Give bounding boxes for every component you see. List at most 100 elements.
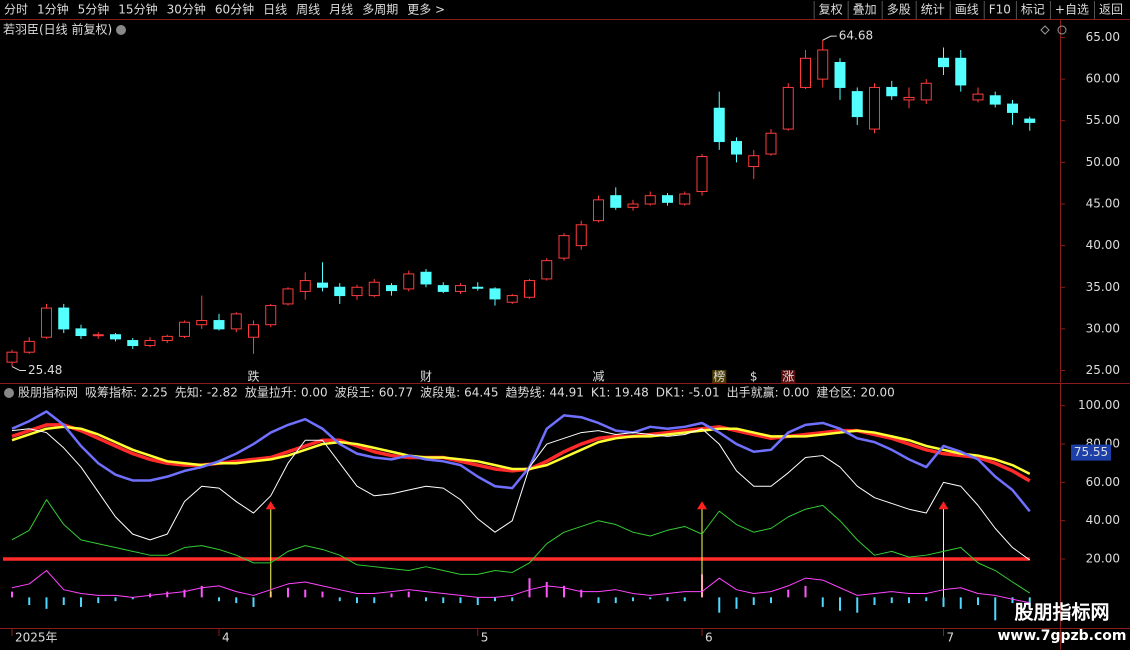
candle-body (472, 286, 484, 289)
candle-body (524, 280, 535, 298)
candle-body (179, 321, 190, 337)
toolbar-button[interactable]: 复权 (819, 3, 843, 17)
candle-body (696, 156, 708, 193)
legend-name: 建仓区: (816, 386, 856, 400)
toolbar-button[interactable]: 叠加 (853, 3, 877, 17)
candle-body (627, 203, 639, 208)
indicator-line (11, 428, 1031, 561)
toolbar-button[interactable]: +自选 (1055, 3, 1089, 17)
candle-body (593, 199, 604, 222)
toolbar-tab[interactable]: 月线 (329, 3, 353, 17)
candle-body (489, 288, 501, 300)
annotation-label: 25.48 (28, 363, 62, 377)
signal-arrow (265, 501, 276, 510)
toolbar-button[interactable]: 画线 (955, 3, 979, 17)
signal-arrow (938, 501, 949, 510)
y-tick-label: 30.00 (1086, 321, 1120, 335)
candle-body (575, 224, 587, 247)
y-tick-label: 35.00 (1086, 280, 1120, 294)
signal-label: 跌 (247, 369, 259, 384)
y-tick-label: 55.00 (1086, 113, 1120, 127)
toolbar-button[interactable]: 标记 (1021, 3, 1045, 17)
annotation-arrow (11, 366, 26, 372)
candle-body (420, 271, 432, 285)
candle-body (662, 195, 673, 203)
candle-body (144, 340, 156, 347)
candle-body (800, 57, 811, 88)
indicator-line (11, 410, 1031, 513)
candle-body (455, 285, 466, 292)
candle-body (213, 320, 225, 330)
toolbar-tab[interactable]: 日线 (263, 3, 287, 17)
candle-body (196, 320, 208, 326)
legend-name: 出手就赢: (727, 385, 779, 400)
indicator-line (11, 570, 1030, 604)
toolbar-tab[interactable]: 周线 (296, 3, 320, 17)
chart-title: 若羽臣(日线 前复权) (3, 22, 112, 37)
candle-body (541, 260, 553, 280)
candle-body (75, 328, 87, 337)
y-tick-label: 65.00 (1086, 30, 1120, 44)
candle-body (506, 295, 518, 303)
legend-name: 先知: (175, 386, 203, 400)
signal-arrow (697, 501, 707, 510)
x-tick-label: 2025年 (15, 631, 58, 645)
toolbar-tab[interactable]: 多周期 (362, 3, 398, 17)
panel-icon[interactable] (1040, 25, 1050, 35)
toolbar-button[interactable]: 统计 (921, 3, 945, 17)
signal-label: 涨 (782, 369, 794, 384)
y-tick-label: 25.00 (1086, 363, 1120, 377)
legend-name: 吸筹指标: (85, 385, 137, 400)
candle-body (248, 324, 259, 338)
indicator-icon[interactable] (4, 388, 14, 398)
candle-body (265, 305, 277, 326)
toolbar-button[interactable]: F10 (989, 3, 1011, 17)
candle-body (299, 280, 311, 292)
candle-body (110, 334, 121, 340)
toolbar-tab[interactable]: 分时 (4, 3, 28, 17)
toolbar-tab[interactable]: 1分钟 (37, 2, 69, 17)
candle-body (386, 285, 397, 292)
candle-body (644, 195, 656, 205)
y-tick-label: 40.00 (1086, 513, 1120, 527)
legend-name: DK1: (656, 386, 685, 400)
candle-body (437, 285, 449, 292)
candle-body (1024, 118, 1036, 123)
candle-body (403, 273, 415, 290)
toolbar-tab[interactable]: 5分钟 (78, 2, 110, 17)
legend-name: 趋势线: (505, 386, 545, 400)
candle-body (765, 132, 777, 155)
signal-label: $ (750, 370, 758, 384)
legend-value: -5.01 (689, 386, 720, 400)
legend-value: 64.45 (464, 386, 498, 400)
toolbar-tab[interactable]: 60分钟 (215, 2, 254, 17)
signal-label: 财 (420, 370, 432, 384)
candle-body (558, 235, 570, 259)
y-tick-label: 60.00 (1086, 72, 1120, 86)
toolbar-button[interactable]: 多股 (887, 3, 911, 17)
signal-label: 减 (592, 370, 604, 384)
y-tick-label: 40.00 (1086, 238, 1120, 252)
candle-body (161, 335, 173, 342)
toolbar-tab[interactable]: 更多 > (407, 3, 445, 17)
legend-value: 20.00 (860, 386, 894, 400)
toolbar-tab[interactable]: 30分钟 (167, 2, 206, 17)
candle-body (230, 313, 242, 330)
toolbar-button[interactable]: 返回 (1099, 3, 1123, 17)
toolbar-tab[interactable]: 15分钟 (118, 2, 157, 17)
y-tick-label: 60.00 (1086, 475, 1120, 489)
legend-value: 44.91 (550, 386, 584, 400)
legend-value: 19.48 (614, 386, 648, 400)
panel-icon[interactable] (1057, 25, 1067, 35)
x-tick-label: 7 (947, 631, 955, 645)
candle-body (351, 286, 363, 297)
legend-name: 波段鬼: (420, 385, 460, 400)
candle-body (368, 281, 380, 297)
legend-value: 0.00 (301, 386, 328, 400)
indicator-line (11, 425, 1031, 475)
candle-body (938, 57, 949, 68)
candle-body (851, 91, 863, 118)
title-icon[interactable] (116, 25, 126, 35)
